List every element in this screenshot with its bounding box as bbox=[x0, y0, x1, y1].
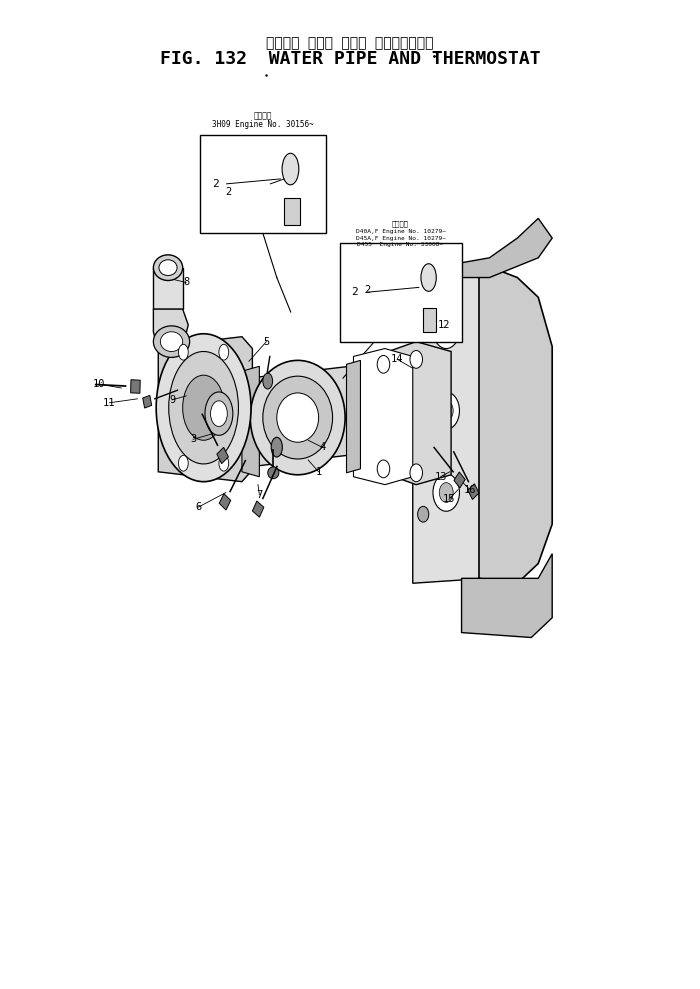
Text: D455  Engine No. 33008~: D455 Engine No. 33008~ bbox=[358, 242, 444, 247]
Polygon shape bbox=[454, 472, 466, 488]
Ellipse shape bbox=[439, 401, 453, 420]
Ellipse shape bbox=[418, 348, 429, 364]
Text: 15: 15 bbox=[443, 494, 455, 504]
Ellipse shape bbox=[421, 264, 436, 292]
Text: 14: 14 bbox=[391, 354, 404, 364]
Text: 3: 3 bbox=[190, 434, 196, 444]
Bar bbox=[340, 243, 461, 341]
Text: 16: 16 bbox=[463, 485, 476, 494]
Polygon shape bbox=[242, 366, 260, 477]
Text: 9: 9 bbox=[169, 395, 175, 405]
Ellipse shape bbox=[276, 393, 318, 442]
Polygon shape bbox=[479, 263, 552, 584]
Polygon shape bbox=[158, 336, 253, 482]
Ellipse shape bbox=[153, 255, 183, 281]
Ellipse shape bbox=[433, 312, 459, 348]
Polygon shape bbox=[217, 447, 228, 464]
Polygon shape bbox=[249, 366, 350, 467]
Ellipse shape bbox=[178, 455, 188, 471]
Ellipse shape bbox=[377, 355, 390, 373]
Text: 2: 2 bbox=[225, 187, 231, 197]
Ellipse shape bbox=[159, 260, 177, 276]
Polygon shape bbox=[354, 348, 413, 485]
Ellipse shape bbox=[433, 474, 459, 511]
Text: 12: 12 bbox=[438, 319, 450, 330]
Ellipse shape bbox=[219, 344, 229, 360]
Polygon shape bbox=[468, 484, 479, 499]
Text: 7: 7 bbox=[256, 490, 262, 499]
Text: 13: 13 bbox=[435, 472, 447, 482]
Ellipse shape bbox=[160, 331, 183, 351]
Ellipse shape bbox=[153, 325, 190, 357]
Text: 4: 4 bbox=[319, 442, 326, 452]
Ellipse shape bbox=[271, 437, 282, 457]
Polygon shape bbox=[346, 360, 360, 473]
Text: 1: 1 bbox=[316, 467, 322, 477]
Ellipse shape bbox=[262, 376, 332, 459]
Text: 2: 2 bbox=[351, 288, 358, 298]
Ellipse shape bbox=[169, 351, 239, 464]
Ellipse shape bbox=[418, 506, 429, 522]
Text: 5: 5 bbox=[263, 336, 270, 346]
Ellipse shape bbox=[433, 392, 459, 429]
Text: D45A,F Engine No. 10279~: D45A,F Engine No. 10279~ bbox=[356, 235, 445, 240]
Text: 6: 6 bbox=[195, 502, 201, 512]
Ellipse shape bbox=[183, 375, 225, 440]
Polygon shape bbox=[153, 268, 183, 310]
Ellipse shape bbox=[267, 467, 279, 479]
Ellipse shape bbox=[219, 455, 229, 471]
Ellipse shape bbox=[439, 483, 453, 502]
Text: ウォータ パイプ および サーモスタット: ウォータ パイプ および サーモスタット bbox=[266, 36, 434, 49]
Polygon shape bbox=[434, 219, 552, 278]
Ellipse shape bbox=[262, 373, 272, 389]
Text: 2: 2 bbox=[212, 179, 219, 189]
Polygon shape bbox=[389, 341, 451, 485]
Bar bbox=[423, 309, 437, 331]
Ellipse shape bbox=[211, 401, 228, 426]
Text: 8: 8 bbox=[183, 278, 189, 288]
Ellipse shape bbox=[178, 344, 188, 360]
Text: FIG. 132  WATER PIPE AND THERMOSTAT: FIG. 132 WATER PIPE AND THERMOSTAT bbox=[160, 49, 540, 67]
Ellipse shape bbox=[156, 333, 251, 482]
Polygon shape bbox=[131, 380, 140, 394]
Polygon shape bbox=[143, 396, 152, 408]
Polygon shape bbox=[153, 310, 188, 351]
Ellipse shape bbox=[377, 460, 390, 478]
Polygon shape bbox=[253, 501, 264, 517]
Ellipse shape bbox=[439, 319, 453, 339]
Text: 10: 10 bbox=[92, 379, 105, 389]
Bar bbox=[200, 135, 326, 233]
Polygon shape bbox=[413, 273, 486, 584]
Text: 仕様号码: 仕様号码 bbox=[392, 220, 409, 226]
Ellipse shape bbox=[251, 360, 345, 475]
Text: D40A,F Engine No. 10279~: D40A,F Engine No. 10279~ bbox=[356, 228, 445, 233]
Text: 仕様号码: 仕様号码 bbox=[253, 112, 272, 121]
Text: 2: 2 bbox=[364, 286, 370, 296]
Bar bbox=[284, 198, 300, 225]
Ellipse shape bbox=[410, 464, 423, 482]
Ellipse shape bbox=[282, 153, 299, 185]
Text: 11: 11 bbox=[103, 398, 116, 407]
Polygon shape bbox=[461, 554, 552, 638]
Ellipse shape bbox=[205, 392, 233, 435]
Ellipse shape bbox=[418, 427, 429, 443]
Text: 3H09 Engine No. 30156~: 3H09 Engine No. 30156~ bbox=[212, 121, 314, 130]
Polygon shape bbox=[219, 494, 231, 510]
Ellipse shape bbox=[410, 350, 423, 368]
